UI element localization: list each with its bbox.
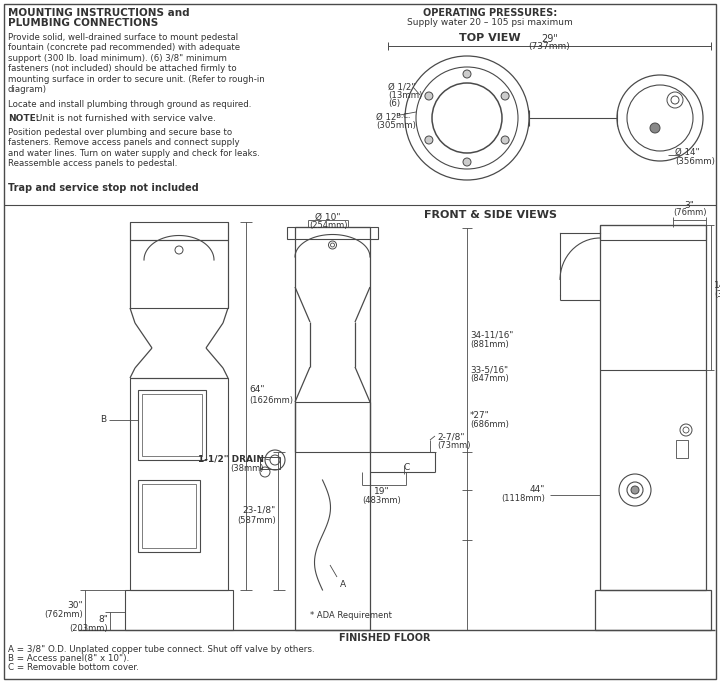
Circle shape — [501, 92, 509, 100]
Circle shape — [463, 70, 471, 78]
Circle shape — [631, 486, 639, 494]
Text: Ø 10": Ø 10" — [315, 213, 341, 222]
Bar — [600, 225, 706, 240]
Text: B: B — [100, 415, 106, 425]
Text: 3": 3" — [685, 201, 694, 210]
Bar — [142, 394, 202, 456]
Text: (686mm): (686mm) — [470, 419, 509, 428]
Text: (13mm): (13mm) — [388, 91, 423, 100]
Text: A: A — [340, 580, 346, 589]
Text: (1118mm): (1118mm) — [501, 494, 545, 503]
Bar — [595, 590, 711, 630]
Bar — [125, 590, 233, 630]
Text: (6): (6) — [388, 99, 400, 108]
Text: Trap and service stop not included: Trap and service stop not included — [8, 183, 199, 193]
Bar — [130, 222, 228, 240]
Text: (76mm): (76mm) — [672, 208, 706, 217]
Circle shape — [425, 136, 433, 144]
Text: B = Access panel(8" x 10").: B = Access panel(8" x 10"). — [8, 654, 130, 663]
Bar — [138, 390, 206, 460]
Text: Provide solid, well-drained surface to mount pedestal
fountain (concrete pad rec: Provide solid, well-drained surface to m… — [8, 33, 265, 94]
Text: * ADA Requirement: * ADA Requirement — [310, 611, 392, 620]
Text: (371mm): (371mm) — [714, 290, 720, 300]
Text: (483mm): (483mm) — [363, 496, 401, 505]
Text: (881mm): (881mm) — [470, 339, 509, 348]
Text: (762mm): (762mm) — [44, 609, 83, 619]
Text: C: C — [404, 463, 410, 472]
Bar — [287, 227, 378, 239]
Text: A = 3/8" O.D. Unplated copper tube connect. Shut off valve by others.: A = 3/8" O.D. Unplated copper tube conne… — [8, 645, 315, 654]
Text: Supply water 20 – 105 psi maximum: Supply water 20 – 105 psi maximum — [407, 18, 573, 27]
Text: (356mm): (356mm) — [675, 157, 715, 166]
Text: 33-5/16": 33-5/16" — [470, 365, 508, 374]
Circle shape — [463, 158, 471, 166]
Bar — [142, 484, 196, 548]
Text: 19": 19" — [374, 487, 390, 496]
Text: Locate and install plumbing through ground as required.: Locate and install plumbing through grou… — [8, 100, 251, 109]
Text: 30": 30" — [68, 600, 83, 609]
Text: (254mm): (254mm) — [309, 221, 347, 230]
Bar — [138, 480, 200, 552]
Text: 29": 29" — [541, 34, 558, 44]
Circle shape — [501, 136, 509, 144]
Text: 8": 8" — [98, 615, 108, 624]
Text: FINISHED FLOOR: FINISHED FLOOR — [339, 633, 431, 643]
Text: 23-1/8": 23-1/8" — [243, 505, 276, 514]
Text: 44": 44" — [530, 486, 545, 494]
Text: TOP VIEW: TOP VIEW — [459, 33, 521, 43]
Text: (73mm): (73mm) — [437, 441, 470, 450]
Bar — [676, 440, 688, 458]
Text: Position pedestal over plumbing and secure base to
fasteners. Remove access pane: Position pedestal over plumbing and secu… — [8, 128, 260, 168]
Text: B.C.: B.C. — [394, 113, 410, 119]
Text: *27": *27" — [470, 410, 490, 419]
Text: (305mm): (305mm) — [376, 121, 416, 130]
Text: 1-1/2" DRAIN: 1-1/2" DRAIN — [198, 455, 264, 464]
Bar — [260, 457, 280, 469]
Text: Ø 12": Ø 12" — [376, 113, 400, 122]
Text: 14-9/16": 14-9/16" — [714, 281, 720, 290]
Text: C = Removable bottom cover.: C = Removable bottom cover. — [8, 663, 139, 672]
Text: (847mm): (847mm) — [470, 374, 509, 383]
Text: 34-11/16": 34-11/16" — [470, 331, 513, 339]
Circle shape — [425, 92, 433, 100]
Bar — [130, 240, 228, 308]
Text: (587mm): (587mm) — [238, 516, 276, 525]
Text: NOTE:: NOTE: — [8, 114, 40, 123]
Text: 64": 64" — [249, 385, 264, 395]
Text: (1626mm): (1626mm) — [249, 395, 293, 404]
Text: (203mm): (203mm) — [69, 624, 108, 632]
Bar — [130, 378, 228, 590]
Text: PLUMBING CONNECTIONS: PLUMBING CONNECTIONS — [8, 18, 158, 28]
Text: (737mm): (737mm) — [528, 42, 570, 51]
Text: Ø 14": Ø 14" — [675, 148, 700, 157]
Text: Unit is not furnished with service valve.: Unit is not furnished with service valve… — [33, 114, 216, 123]
Text: FRONT & SIDE VIEWS: FRONT & SIDE VIEWS — [423, 210, 557, 220]
Text: 2-7/8": 2-7/8" — [437, 432, 464, 441]
Text: Ø 1/2": Ø 1/2" — [388, 83, 415, 92]
Bar — [600, 225, 706, 590]
Text: MOUNTING INSTRUCTIONS and: MOUNTING INSTRUCTIONS and — [8, 8, 189, 18]
Text: OPERATING PRESSURES:: OPERATING PRESSURES: — [423, 8, 557, 18]
Text: (38mm): (38mm) — [230, 464, 264, 473]
Circle shape — [650, 123, 660, 133]
